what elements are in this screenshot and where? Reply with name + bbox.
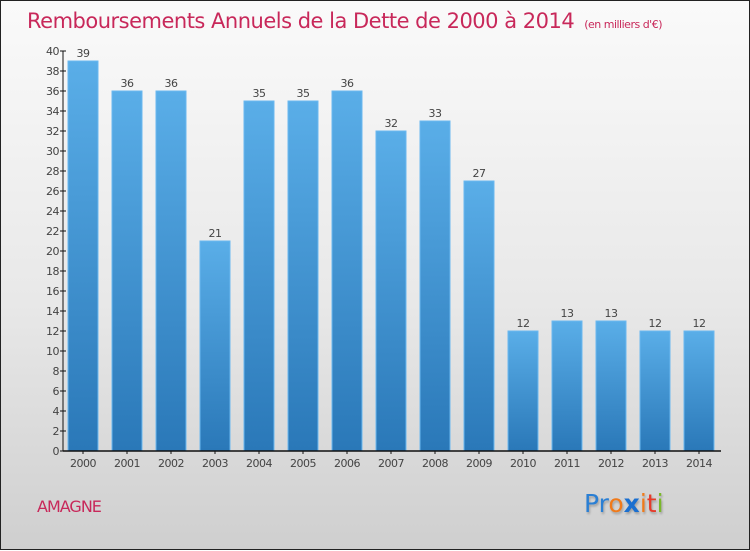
logo-letter: t: [646, 489, 657, 518]
logo-letter: o: [608, 489, 624, 518]
x-tick-label-2012: 2012: [598, 457, 624, 470]
value-label-2008: 33: [429, 107, 442, 120]
x-tick-label-2001: 2001: [114, 457, 140, 470]
y-tick-label-30: 30: [46, 145, 59, 158]
bar-2002: [155, 90, 187, 452]
x-tick-label-2007: 2007: [378, 457, 404, 470]
y-tick-label-22: 22: [46, 225, 59, 238]
y-tick-label-16: 16: [46, 285, 59, 298]
y-tick-label-36: 36: [46, 85, 59, 98]
bar-2007: [375, 130, 407, 452]
y-tick-label-8: 8: [53, 365, 60, 378]
y-tick-label-6: 6: [53, 385, 60, 398]
y-tick-label-4: 4: [53, 405, 60, 418]
bar-2013: [639, 330, 671, 452]
y-tick-label-18: 18: [46, 265, 59, 278]
bar-2008: [419, 120, 451, 452]
logo-letter: P: [584, 489, 599, 518]
logo-letter: i: [656, 489, 664, 518]
bar-2010: [507, 330, 539, 452]
x-tick-label-2005: 2005: [290, 457, 316, 470]
bar-2004: [243, 100, 275, 452]
value-label-2003: 21: [209, 227, 222, 240]
y-tick-label-10: 10: [46, 345, 59, 358]
x-tick-label-2014: 2014: [686, 457, 712, 470]
bar-2009: [463, 180, 495, 452]
x-tick-label-2002: 2002: [158, 457, 184, 470]
chart-subtitle: (en milliers d'€): [584, 18, 662, 31]
bar-2003: [199, 240, 231, 452]
bar-2012: [595, 320, 627, 452]
value-label-2005: 35: [297, 87, 310, 100]
value-label-2000: 39: [77, 47, 90, 60]
bar-2014: [683, 330, 715, 452]
y-tick-label-32: 32: [46, 125, 59, 138]
bar-2000: [67, 60, 99, 452]
x-tick-label-2008: 2008: [422, 457, 448, 470]
y-tick-label-38: 38: [46, 65, 59, 78]
value-label-2009: 27: [473, 167, 486, 180]
bar-2001: [111, 90, 143, 452]
y-tick-label-12: 12: [46, 325, 59, 338]
bar-2011: [551, 320, 583, 452]
y-tick-label-24: 24: [46, 205, 59, 218]
value-label-2004: 35: [253, 87, 266, 100]
x-tick-label-2004: 2004: [246, 457, 272, 470]
y-tick-label-20: 20: [46, 245, 59, 258]
x-tick-label-2009: 2009: [466, 457, 492, 470]
x-axis: 2000 2001 2002 2003 2004 2005 2006 2007 2008 2009…: [63, 450, 721, 470]
chart-title-text: Remboursements Annuels de la Dette de 20…: [27, 9, 575, 33]
bars-group: 39 36 36 21 35 35 36 32 33 27 12 13 13 12 12: [67, 47, 715, 452]
y-tick-label-40: 40: [46, 45, 59, 58]
value-label-2002: 36: [165, 77, 178, 90]
logo-letter: x: [623, 489, 640, 518]
proxiti-logo[interactable]: Proxiti: [584, 489, 664, 518]
bar-2006: [331, 90, 363, 452]
value-label-2010: 12: [517, 317, 530, 330]
x-tick-label-2003: 2003: [202, 457, 228, 470]
value-label-2006: 36: [341, 77, 354, 90]
chart-title: Remboursements Annuels de la Dette de 20…: [27, 9, 662, 33]
x-tick-label-2011: 2011: [554, 457, 580, 470]
value-label-2007: 32: [385, 117, 398, 130]
logo-letter: i: [639, 489, 647, 518]
x-tick-label-2000: 2000: [70, 457, 96, 470]
y-tick-label-14: 14: [46, 305, 59, 318]
y-tick-label-2: 2: [53, 425, 60, 438]
x-tick-label-2010: 2010: [510, 457, 536, 470]
y-tick-label-34: 34: [46, 105, 59, 118]
value-label-2012: 13: [605, 307, 618, 320]
commune-name: AMAGNE: [37, 497, 102, 516]
x-tick-label-2013: 2013: [642, 457, 668, 470]
logo-letter: r: [598, 489, 609, 518]
value-label-2013: 12: [649, 317, 662, 330]
x-tick-label-2006: 2006: [334, 457, 360, 470]
value-label-2011: 13: [561, 307, 574, 320]
bar-2005: [287, 100, 319, 452]
y-tick-label-0: 0: [53, 445, 60, 458]
y-tick-label-28: 28: [46, 165, 59, 178]
value-label-2001: 36: [121, 77, 134, 90]
value-label-2014: 12: [693, 317, 706, 330]
y-tick-label-26: 26: [46, 185, 59, 198]
